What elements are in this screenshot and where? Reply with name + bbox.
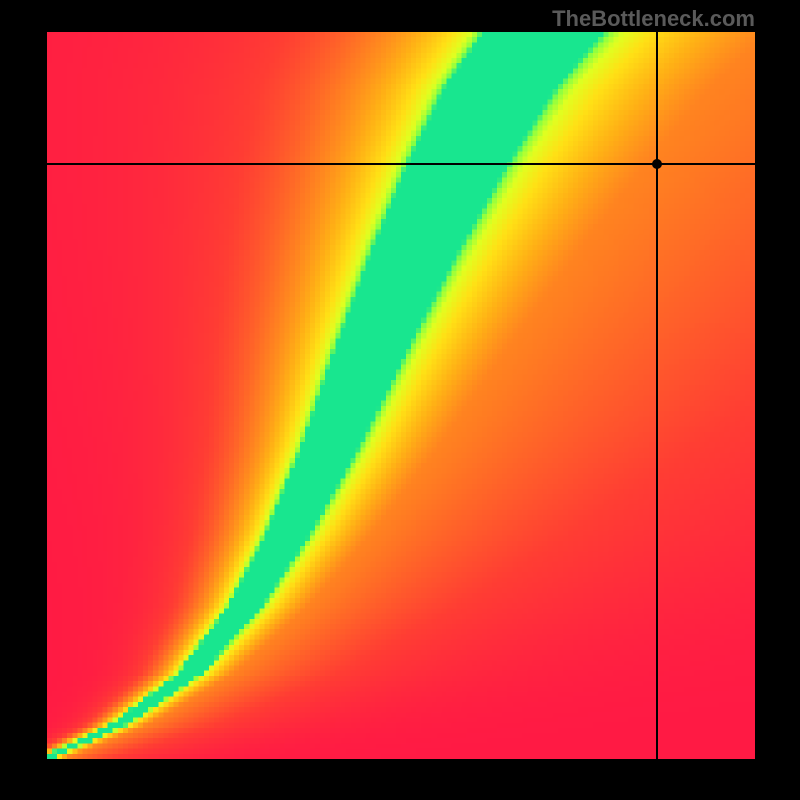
- watermark-text: TheBottleneck.com: [552, 6, 755, 32]
- bottleneck-heatmap: [47, 32, 755, 759]
- crosshair-horizontal-line: [47, 163, 755, 165]
- crosshair-vertical-line: [656, 32, 658, 759]
